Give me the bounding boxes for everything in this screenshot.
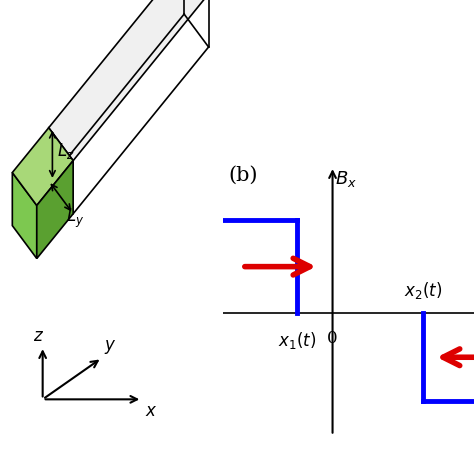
Polygon shape [37, 161, 73, 258]
Text: $B_x$: $B_x$ [335, 169, 357, 189]
Text: $x_2(t)$: $x_2(t)$ [404, 280, 442, 301]
Text: $y$: $y$ [104, 338, 117, 356]
Polygon shape [12, 173, 37, 258]
Text: $L_z$: $L_z$ [57, 141, 75, 161]
Text: $z$: $z$ [33, 328, 44, 345]
Text: $x_1(t)$: $x_1(t)$ [278, 330, 316, 351]
Polygon shape [12, 128, 73, 205]
Polygon shape [49, 0, 209, 161]
Text: $x$: $x$ [145, 403, 157, 419]
Text: 0: 0 [327, 330, 338, 347]
Text: (b): (b) [228, 166, 258, 185]
Text: $L_y$: $L_y$ [66, 207, 84, 230]
